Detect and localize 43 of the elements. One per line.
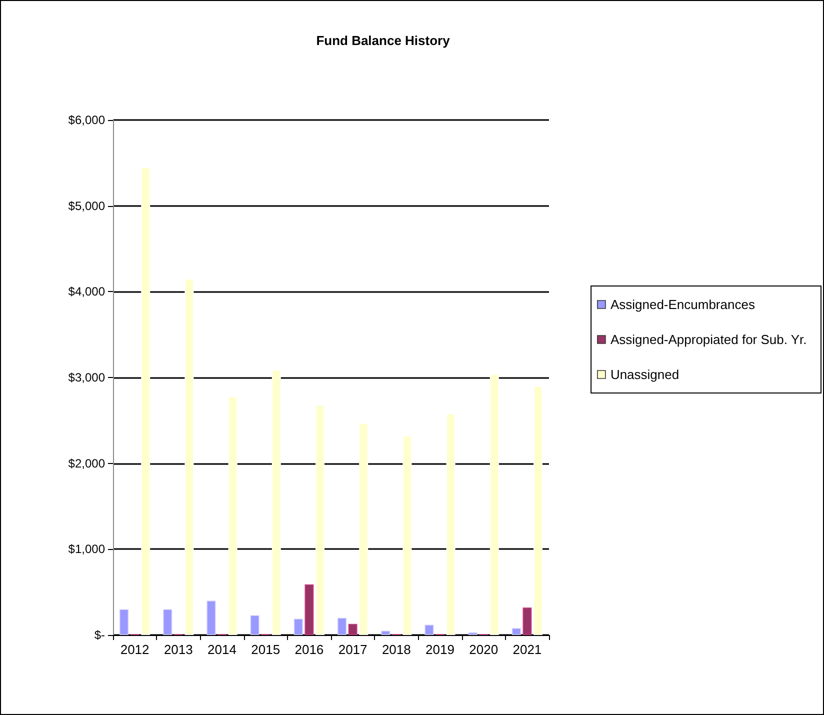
- y-tick-label: $6,000: [68, 113, 106, 127]
- x-tick-label: 2015: [251, 642, 280, 657]
- bar: [294, 618, 303, 635]
- x-tick-label: 2017: [338, 642, 368, 657]
- bar: [348, 624, 358, 635]
- bar: [534, 386, 542, 635]
- x-tick-label: 2016: [294, 642, 324, 657]
- y-tick-label: $2,000: [68, 456, 106, 470]
- bar: [206, 600, 216, 635]
- bar: [184, 278, 194, 635]
- x-tick-label: 2021: [512, 642, 542, 657]
- legend-label: Unassigned: [610, 367, 680, 382]
- legend-label: Assigned-Encumbrances: [610, 297, 756, 312]
- bar: [304, 584, 314, 635]
- bar: [338, 618, 346, 635]
- y-tick-label: $4,000: [68, 284, 106, 299]
- bar: [359, 422, 368, 635]
- x-tick-label: 2019: [426, 642, 454, 657]
- x-tick-label: 2013: [164, 642, 193, 657]
- chart-title: Fund Balance History: [316, 33, 451, 48]
- legend-label: Assigned-Appropiated for Sub. Yr.: [610, 332, 807, 347]
- bar: [141, 167, 150, 635]
- y-tick-label: $5,000: [68, 198, 106, 213]
- y-tick-label: $-: [94, 628, 105, 642]
- bar: [512, 628, 521, 635]
- bar: [424, 624, 434, 635]
- bar: [381, 630, 390, 635]
- y-tick-label: $3,000: [68, 370, 106, 384]
- bar: [316, 404, 324, 635]
- bar: [120, 609, 128, 635]
- x-tick-label: 2020: [469, 642, 498, 657]
- bar: [490, 374, 499, 635]
- x-tick-label: 2012: [120, 642, 150, 657]
- x-tick-label: 2018: [382, 642, 411, 657]
- bar: [250, 615, 260, 635]
- bar: [446, 414, 456, 635]
- bar: [522, 608, 532, 635]
- x-tick-label: 2014: [208, 642, 236, 657]
- bar: [228, 396, 238, 635]
- y-tick-label: $1,000: [68, 542, 106, 556]
- bar: [272, 370, 281, 635]
- bar: [402, 436, 412, 635]
- bar: [163, 609, 172, 635]
